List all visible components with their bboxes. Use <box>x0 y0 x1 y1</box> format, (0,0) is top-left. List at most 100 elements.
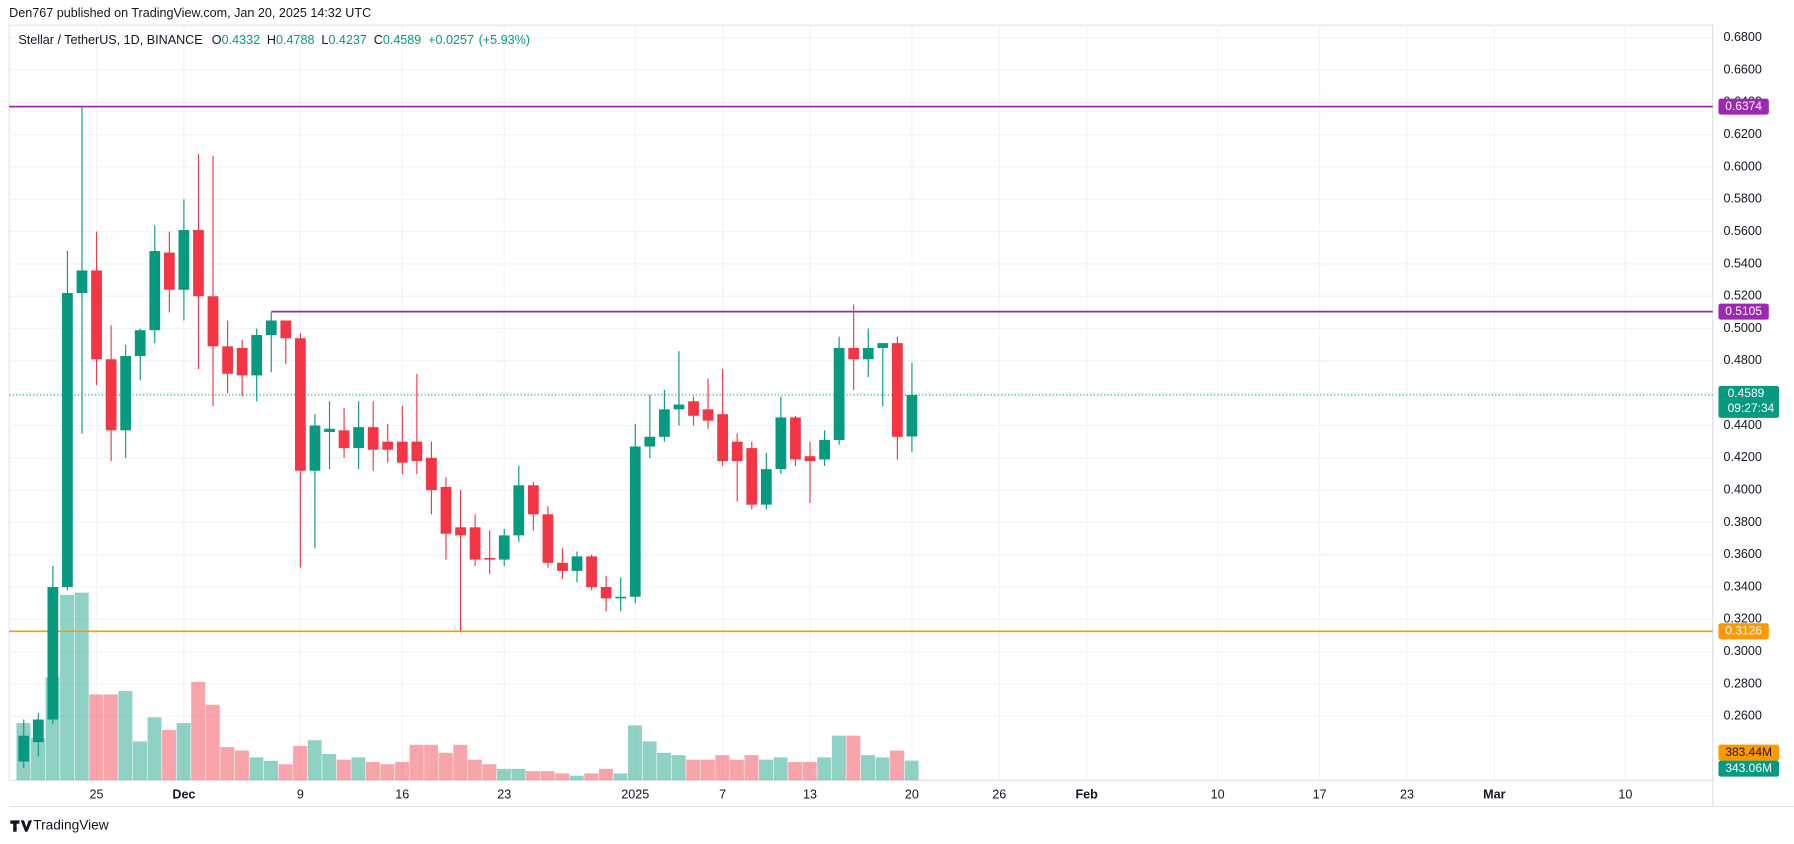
volume-bar <box>788 761 803 781</box>
volume-bar <box>860 755 875 781</box>
level-tag-label: 0.5105 <box>1725 304 1762 318</box>
volume-bar <box>657 752 672 781</box>
candle-body <box>120 356 132 431</box>
candle-body <box>149 251 161 331</box>
x-tick-label: 23 <box>1400 787 1414 801</box>
volume-bar <box>132 741 147 781</box>
volume-bar <box>336 759 351 781</box>
candle-body <box>469 527 481 560</box>
candle-body <box>629 446 641 597</box>
volume-pane <box>16 592 919 781</box>
volume-bar <box>263 760 278 781</box>
y-tick-label: 0.2600 <box>1723 709 1761 723</box>
volume-bar <box>526 771 541 781</box>
candle-body <box>731 441 743 462</box>
x-tick-label: 10 <box>1618 787 1632 801</box>
candle-body <box>91 270 102 360</box>
candle-body <box>251 335 263 376</box>
volume-bar <box>365 761 380 781</box>
y-tick-label: 0.3000 <box>1723 644 1761 658</box>
candle-body <box>615 596 627 599</box>
legend-value: 0.4237 <box>328 34 366 48</box>
candle-body <box>426 457 437 491</box>
candle-body <box>295 338 306 471</box>
candle-body <box>571 556 583 571</box>
volume-bar <box>584 773 599 781</box>
x-tick-label: 9 <box>297 787 304 801</box>
volume-bar <box>598 768 613 781</box>
volume-bar <box>817 757 832 781</box>
candle-body <box>455 527 466 536</box>
volume-bar <box>904 760 919 781</box>
candle-body <box>557 562 568 571</box>
legend-change: +0.0257 <box>428 34 474 48</box>
legend: Stellar / TetherUS, 1D, BINANCE O0.4332 H0… <box>18 34 530 48</box>
volume-bar <box>831 735 846 781</box>
volume-bar <box>162 729 177 781</box>
x-tick-label: 25 <box>90 787 104 801</box>
level-tag <box>1718 303 1769 320</box>
volume-bar <box>773 757 788 781</box>
candle-body <box>280 320 292 339</box>
y-tick-label: 0.4800 <box>1723 353 1761 367</box>
axes: 0.2600 0.2800 0.3000 0.3200 0.3400 0.3600 0.38… <box>90 30 1762 801</box>
candle-body <box>659 409 670 437</box>
volume-bar <box>118 691 133 781</box>
candle-body <box>513 485 525 536</box>
y-tick-label: 0.5800 <box>1723 192 1761 206</box>
legend-value: 0.4589 <box>383 34 421 48</box>
candle-body <box>338 430 350 449</box>
candle-body <box>324 428 335 432</box>
y-tick-label: 0.6000 <box>1723 159 1761 173</box>
candle-body <box>32 719 44 743</box>
volume-bar <box>205 704 220 781</box>
x-tick-label: 17 <box>1313 787 1327 801</box>
countdown: 09:27:34 <box>1728 401 1775 415</box>
last-price-label: 0.4589 <box>1728 386 1765 400</box>
volume-bar <box>511 768 526 781</box>
volume-bar <box>293 745 308 781</box>
candle-body <box>688 401 699 416</box>
volume-bar <box>31 737 46 781</box>
level-tag-label: 0.6374 <box>1725 99 1762 113</box>
candle-body <box>411 441 423 462</box>
x-tick-label: 26 <box>992 787 1006 801</box>
level-tag <box>1718 623 1769 640</box>
level-tag <box>1718 98 1769 115</box>
candle-body <box>382 441 394 450</box>
candle-body <box>207 296 219 347</box>
candle-body <box>775 417 787 470</box>
x-tick-label: 7 <box>719 787 726 801</box>
volume-ma-label: 383.44M <box>1725 745 1772 759</box>
candle-body <box>862 347 874 360</box>
candle-body <box>193 230 204 297</box>
volume-label: 343.06M <box>1725 761 1772 775</box>
candle-body <box>309 425 321 471</box>
volume-bar <box>846 735 861 781</box>
legend-value: 0.4332 <box>222 34 260 48</box>
candle-body <box>746 448 758 505</box>
volume-bar <box>802 761 817 781</box>
volume-bar <box>627 725 642 781</box>
candles <box>18 107 918 768</box>
candle-body <box>542 514 554 563</box>
brand: TradingView <box>33 818 109 833</box>
candle-body <box>891 343 903 437</box>
x-tick-label: 16 <box>395 787 409 801</box>
y-tick-label: 0.3200 <box>1723 612 1761 626</box>
volume-bar <box>729 759 744 781</box>
legend-value: 0.4788 <box>276 34 314 48</box>
candle-body <box>105 359 117 431</box>
volume-bar <box>496 768 511 781</box>
volume-bar <box>307 740 322 781</box>
volume-bar <box>278 764 293 781</box>
volume-bar <box>875 757 890 781</box>
volume-bar <box>89 694 104 781</box>
legend-title: Stellar / TetherUS, 1D, BINANCE <box>18 34 202 48</box>
volume-bar <box>642 741 657 781</box>
candle-body <box>236 347 248 376</box>
candle-body <box>848 347 860 360</box>
